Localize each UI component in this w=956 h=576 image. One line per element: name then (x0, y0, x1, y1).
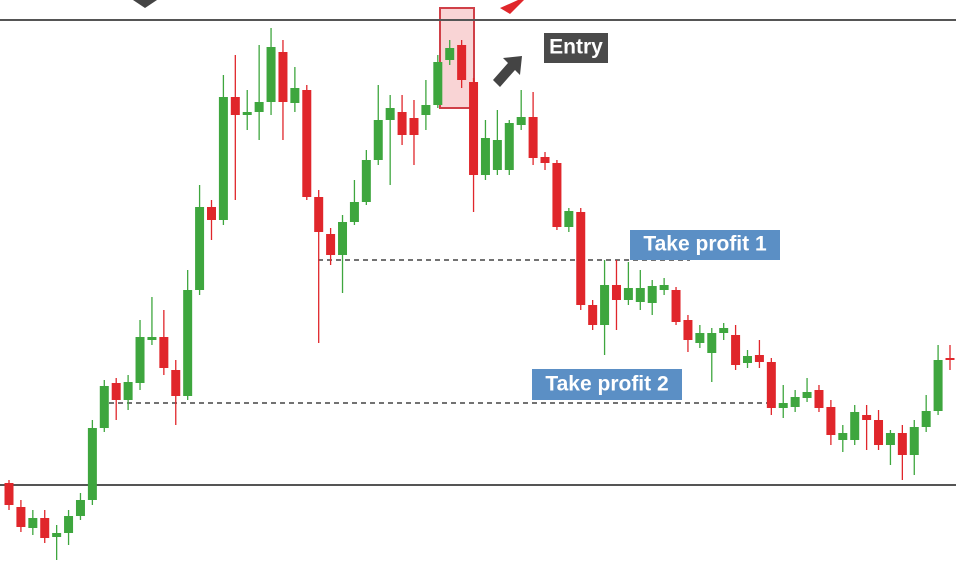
candle-body (183, 290, 193, 396)
entry-arrow (493, 56, 522, 87)
candle-body (385, 108, 395, 120)
label-box (544, 33, 608, 63)
candle-body (516, 117, 526, 125)
candle-body (266, 47, 276, 102)
candle-body (540, 157, 550, 163)
candle-body (719, 328, 729, 333)
candle-body (87, 428, 97, 500)
candle-body (600, 285, 610, 325)
candle-body (838, 433, 848, 440)
candle-body (802, 392, 812, 398)
candle-body (64, 516, 74, 533)
candle-body (16, 507, 26, 527)
candle-body (754, 355, 764, 362)
candle-body (611, 285, 621, 300)
candle-body (731, 335, 741, 365)
entry-highlight (439, 7, 475, 109)
candle-body (314, 197, 324, 232)
candle-body (469, 82, 479, 175)
candle-body (885, 433, 895, 445)
entry-label: Entry (549, 36, 603, 59)
candle-body (159, 337, 169, 368)
candle-body (457, 45, 467, 80)
candle-body (278, 52, 288, 102)
candle-body (338, 222, 348, 255)
candle-body (349, 202, 359, 222)
candle-body (528, 117, 538, 158)
candle-body (52, 533, 62, 537)
candle-body (862, 415, 872, 420)
candle-body (397, 112, 407, 135)
candle-body (921, 411, 931, 427)
candle-body (40, 518, 50, 538)
candle-body (933, 360, 943, 411)
candle-body (683, 320, 693, 340)
candle-body (433, 62, 443, 105)
candle-body (576, 212, 586, 305)
candle-body (290, 88, 300, 103)
candle-body (326, 234, 336, 255)
candle-body (635, 288, 645, 302)
candle-body (206, 207, 216, 220)
candle-body (504, 123, 514, 170)
candle-body (743, 356, 753, 363)
candle-body (552, 163, 562, 227)
candle-body (707, 333, 717, 353)
candle-body (230, 97, 240, 115)
candle-body (135, 337, 145, 383)
candle-body (766, 362, 776, 408)
candle-body (790, 397, 800, 407)
candle-body (445, 48, 455, 60)
candle-body (147, 337, 157, 340)
candle-body (171, 370, 181, 396)
candle-body (254, 102, 264, 112)
candle-body (909, 427, 919, 455)
candle-body (588, 305, 598, 325)
candle-body (814, 390, 824, 408)
candle-body (373, 120, 383, 160)
candle-body (671, 290, 681, 322)
candle-body (647, 286, 657, 303)
candle-body (480, 138, 490, 175)
candle-body (778, 403, 788, 408)
candle-body (123, 382, 133, 400)
candle-body (28, 518, 38, 528)
candle-body (850, 412, 860, 440)
candle-body (623, 288, 633, 300)
arrow (500, 0, 524, 14)
candle-body (826, 407, 836, 435)
candle-body (75, 500, 85, 516)
candle-body (111, 383, 121, 400)
candle-body (695, 333, 705, 343)
label-box (532, 369, 682, 400)
candle-body (564, 211, 574, 227)
candle-body (4, 483, 14, 505)
candle-body (195, 207, 205, 290)
candle-body (897, 433, 907, 455)
candle-body (242, 112, 252, 115)
candle-body (945, 358, 955, 360)
candle-body (874, 420, 884, 445)
candle-body (361, 160, 371, 202)
candle-body (409, 118, 419, 135)
candle-body (218, 97, 228, 220)
candle-body (492, 140, 502, 170)
candle-body (302, 90, 312, 197)
candle-body (421, 105, 431, 115)
candle-body (99, 386, 109, 428)
candle-body (659, 285, 669, 290)
tp2-label: Take profit 2 (545, 373, 668, 396)
arrow (133, 0, 157, 8)
tp1-label: Take profit 1 (643, 233, 767, 256)
label-box (630, 230, 780, 260)
